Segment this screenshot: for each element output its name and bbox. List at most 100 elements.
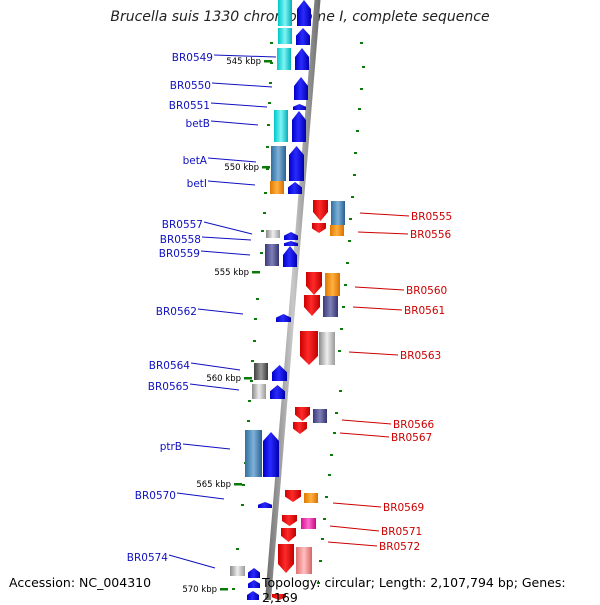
gene-box[interactable]: [252, 384, 266, 399]
gene-label-br0565[interactable]: BR0565: [148, 381, 189, 393]
tick-mark: [330, 454, 333, 456]
cds-arrow[interactable]: [300, 331, 318, 365]
cds-arrow[interactable]: [247, 591, 259, 600]
cds-arrow[interactable]: [306, 272, 322, 295]
gene-box[interactable]: [278, 28, 292, 44]
gene-box[interactable]: [265, 244, 279, 266]
gene-label-connector: [213, 54, 277, 58]
gene-label-br0571[interactable]: BR0571: [381, 526, 422, 538]
cds-arrow[interactable]: [272, 365, 287, 381]
cds-arrow[interactable]: [288, 182, 302, 194]
gene-box[interactable]: [230, 566, 245, 576]
cds-arrow[interactable]: [312, 223, 326, 233]
scale-tick-mark: [234, 483, 242, 486]
tick-mark: [360, 42, 363, 44]
cds-arrow[interactable]: [293, 422, 307, 434]
accession-label: Accession: NC_004310: [9, 575, 152, 590]
cds-arrow[interactable]: [270, 385, 285, 399]
tick-mark: [269, 82, 272, 84]
cds-arrow[interactable]: [258, 502, 272, 508]
gene-label-br0557[interactable]: BR0557: [162, 219, 203, 231]
tick-mark: [319, 560, 322, 562]
gene-box[interactable]: [270, 181, 284, 194]
cds-arrow[interactable]: [248, 580, 260, 588]
gene-box[interactable]: [278, 0, 292, 26]
cds-arrow[interactable]: [295, 407, 310, 421]
cds-arrow[interactable]: [283, 246, 297, 267]
cds-arrow[interactable]: [284, 232, 298, 240]
tick-mark: [268, 102, 271, 104]
tick-mark: [261, 230, 264, 232]
gene-box[interactable]: [274, 110, 288, 142]
tick-mark: [248, 400, 251, 402]
gene-label-br0567[interactable]: BR0567: [391, 432, 432, 444]
cds-arrow[interactable]: [296, 28, 310, 45]
cds-arrow[interactable]: [293, 104, 306, 110]
cds-arrow[interactable]: [289, 146, 304, 181]
gene-label-br0555[interactable]: BR0555: [411, 211, 452, 223]
cds-arrow[interactable]: [285, 490, 301, 502]
gene-label-br0559[interactable]: BR0559: [159, 248, 200, 260]
gene-label-ptrb[interactable]: ptrB: [160, 441, 182, 453]
gene-label-br0556[interactable]: BR0556: [410, 229, 452, 241]
cds-arrow[interactable]: [248, 568, 260, 578]
gene-label-br0560[interactable]: BR0560: [406, 285, 447, 297]
gene-label-connector: [182, 443, 231, 450]
gene-box[interactable]: [304, 493, 318, 503]
gene-label-br0563[interactable]: BR0563: [400, 350, 441, 362]
cds-arrow[interactable]: [284, 241, 298, 246]
gene-label-br0549[interactable]: BR0549: [172, 52, 213, 64]
gene-box[interactable]: [254, 363, 268, 380]
gene-label-connector: [210, 102, 268, 108]
cds-arrow[interactable]: [295, 48, 309, 70]
cds-arrow[interactable]: [272, 594, 286, 600]
gene-box[interactable]: [277, 48, 291, 70]
cds-arrow[interactable]: [304, 295, 320, 316]
gene-label-br0561[interactable]: BR0561: [404, 305, 445, 317]
gene-label-connector: [189, 383, 240, 391]
cds-arrow[interactable]: [297, 0, 311, 26]
gene-box[interactable]: [330, 225, 344, 236]
cds-arrow[interactable]: [263, 432, 279, 477]
gene-label-betb[interactable]: betB: [186, 118, 210, 130]
tick-mark: [325, 496, 328, 498]
cds-arrow[interactable]: [292, 111, 306, 142]
gene-box[interactable]: [313, 409, 327, 423]
cds-arrow[interactable]: [278, 544, 294, 573]
cds-arrow[interactable]: [294, 77, 308, 100]
tick-mark: [260, 252, 263, 254]
scale-tick-mark: [252, 271, 260, 274]
gene-label-beta[interactable]: betA: [183, 155, 208, 167]
gene-box[interactable]: [323, 296, 338, 317]
gene-label-br0574[interactable]: BR0574: [127, 552, 169, 564]
tick-mark: [338, 350, 341, 352]
scale-tick-mark: [262, 166, 270, 169]
gene-box[interactable]: [245, 430, 262, 477]
gene-label-br0562[interactable]: BR0562: [156, 306, 197, 318]
gene-box[interactable]: [301, 518, 316, 529]
scale-tick-mark: [264, 60, 272, 63]
gene-label-br0570[interactable]: BR0570: [135, 490, 176, 502]
gene-label-br0564[interactable]: BR0564: [149, 360, 191, 372]
gene-box[interactable]: [266, 230, 280, 238]
gene-box[interactable]: [331, 201, 345, 225]
gene-label-br0572[interactable]: BR0572: [379, 541, 420, 553]
gene-label-br0558[interactable]: BR0558: [160, 234, 201, 246]
gene-label-br0551[interactable]: BR0551: [169, 100, 210, 112]
cds-arrow[interactable]: [276, 314, 291, 322]
gene-box[interactable]: [319, 332, 335, 365]
gene-box[interactable]: [325, 273, 340, 296]
scale-tick-label: 570 kbp: [182, 585, 217, 595]
gene-label-beti[interactable]: betI: [187, 178, 207, 190]
gene-box[interactable]: [271, 146, 286, 181]
gene-label-br0566[interactable]: BR0566: [393, 419, 435, 431]
gene-box[interactable]: [296, 547, 312, 574]
tick-mark: [335, 412, 338, 414]
cds-arrow[interactable]: [313, 200, 328, 221]
gene-label-br0569[interactable]: BR0569: [383, 502, 424, 514]
gene-label-br0550[interactable]: BR0550: [170, 80, 211, 92]
cds-arrow[interactable]: [281, 528, 296, 542]
cds-arrow[interactable]: [282, 515, 297, 526]
tick-mark: [263, 212, 266, 214]
tick-mark: [353, 174, 356, 176]
